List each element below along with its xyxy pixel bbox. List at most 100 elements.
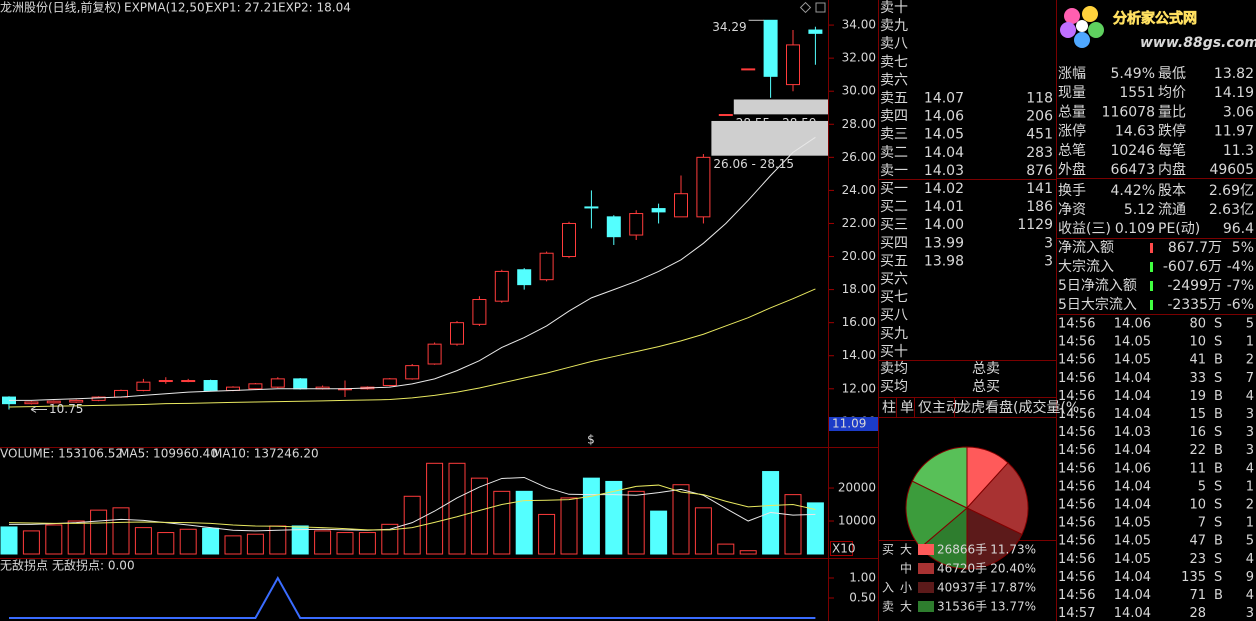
candle-body [248, 383, 263, 390]
quote-label: 跌停 [1158, 123, 1186, 140]
tick-time: 14:56 [1058, 498, 1095, 513]
y-tick-label: 10000 [838, 514, 876, 528]
volume-bar [717, 543, 735, 555]
flow-pie: 买大 26866手 11.73% 中 46720手 20.40% 入小 40937手 17.87… [882, 446, 1036, 614]
row-size: 中 [900, 561, 912, 576]
tick-volume: 22 [1189, 443, 1206, 458]
book-label: 买七 [880, 290, 908, 306]
flow-percent: -7% [1227, 278, 1254, 294]
volume-bar [538, 513, 556, 555]
y-tick-label: 18.00 [842, 282, 876, 296]
tab: 柱 [882, 400, 896, 416]
petal [1074, 32, 1090, 48]
logo-title: 分析家公式网 [1113, 10, 1197, 27]
book-volume: 451 [1026, 127, 1053, 143]
book-label: 卖九 [880, 18, 908, 34]
ma-line [9, 476, 816, 532]
candle-body [808, 29, 823, 34]
quote-label: 量比 [1158, 104, 1186, 120]
quote-value: 11.3 [1223, 143, 1254, 159]
candle-body [46, 400, 61, 404]
flow-label: 净流入额 [1058, 240, 1114, 256]
tick-volume: 5 [1198, 479, 1206, 494]
tick-volume: 47 [1189, 534, 1206, 549]
book-price: 13.99 [924, 235, 964, 251]
tick-volume: 19 [1189, 389, 1206, 404]
book-label: 买六 [880, 272, 908, 288]
tick-count: 4 [1246, 389, 1254, 404]
candle-body [517, 269, 532, 286]
quote-label: 股本 [1158, 183, 1186, 199]
y-tick-label: 1.00 [849, 571, 876, 585]
book-label: 买九 [880, 326, 908, 342]
quote-label: 涨幅 [1058, 66, 1086, 82]
tick-volume: 71 [1189, 588, 1206, 603]
tick-count: 7 [1246, 371, 1254, 386]
y-tick-label: 30.00 [842, 84, 876, 98]
flow-label: 大宗流入 [1058, 259, 1114, 275]
flow-label: 5日大宗流入 [1058, 297, 1137, 313]
book-volume: 1129 [1017, 217, 1053, 233]
book-price: 14.04 [924, 145, 964, 161]
quote-label: 总笔 [1058, 143, 1086, 159]
row-side: 入 [882, 581, 894, 595]
tick-time: 14:56 [1058, 353, 1095, 368]
quote-value: 116078 [1102, 104, 1155, 120]
tick-volume: 16 [1189, 425, 1206, 440]
petal-center [1076, 20, 1088, 32]
tick-price: 14.05 [1114, 534, 1151, 549]
row-hands: 26866手 [937, 543, 987, 557]
tick-price: 14.04 [1114, 588, 1151, 603]
book-price: 14.02 [924, 181, 964, 197]
volume-bar [179, 528, 197, 555]
row-hands: 40937手 [937, 581, 987, 595]
window-icon[interactable] [815, 2, 826, 13]
tick-price: 14.05 [1114, 353, 1151, 368]
volume-bar [45, 524, 63, 555]
indicator-name: EXPMA(12,50) [124, 1, 209, 15]
tick-price: 14.04 [1114, 606, 1151, 621]
volume-bar [112, 507, 130, 555]
candle-body [786, 44, 800, 86]
indicator-title: 无敌拐点 [0, 558, 48, 573]
tick-price: 14.05 [1114, 335, 1151, 350]
quote-value: 0.109 [1115, 221, 1155, 237]
book-label: 卖均 [880, 361, 908, 377]
exp2-line [8, 288, 816, 408]
tick-count: 1 [1246, 335, 1254, 350]
window-icon[interactable] [799, 1, 812, 14]
book-price: 14.06 [924, 109, 964, 125]
quote-value: 5.12 [1124, 202, 1155, 218]
scale-box [830, 541, 853, 556]
tick-volume: 33 [1189, 371, 1206, 386]
legend-swatch [918, 582, 934, 593]
quote-label: 收益(三) [1058, 221, 1111, 237]
ma-line [8, 484, 816, 531]
annotation: 10.75 [49, 402, 83, 416]
row-side: 卖 [882, 600, 894, 614]
price-marker [829, 417, 878, 431]
candle-body [674, 193, 688, 218]
y-tick-label: 14.00 [842, 348, 876, 362]
volume-bar [67, 520, 85, 555]
candle-body [539, 252, 554, 281]
tick-volume: 7 [1198, 516, 1206, 531]
tick-count: 3 [1246, 443, 1254, 458]
tick-count: 3 [1246, 407, 1254, 422]
book-label: 总买 [972, 379, 1000, 395]
quote-value: 66473 [1110, 162, 1155, 178]
quote-value: 2.69亿 [1209, 183, 1254, 199]
tick-list: 14:56 14.06 80 S 514:56 14.05 10 S 114:56 14.05 41… [1058, 317, 1254, 621]
quote-value: 14.19 [1214, 85, 1254, 101]
flow-indicator [1150, 281, 1153, 291]
y-tick-label: 32.00 [842, 51, 876, 65]
legend-swatch [918, 544, 934, 555]
y-tick-label: 34.00 [842, 18, 876, 32]
candle-body [427, 343, 442, 365]
event-marker: $ [587, 433, 595, 447]
tick-side: S [1214, 425, 1222, 440]
tick-price: 14.04 [1114, 371, 1151, 386]
y-tick-label: 0.50 [849, 591, 876, 605]
row-percent: 11.73% [990, 543, 1036, 557]
